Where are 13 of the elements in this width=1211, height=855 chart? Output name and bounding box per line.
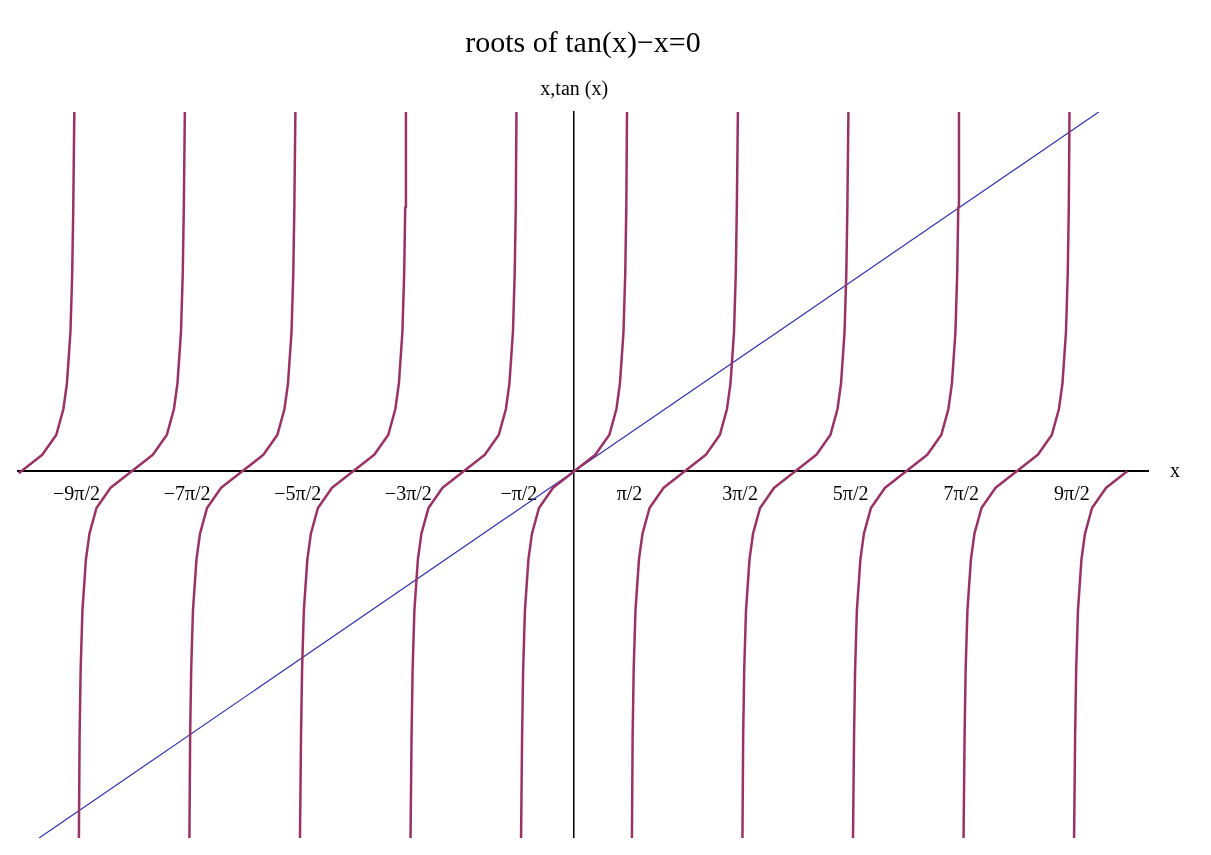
x-tick-label: 7π/2 xyxy=(943,481,980,504)
chart-title: roots of tan(x)−x=0 xyxy=(465,24,701,59)
x-tick-label: −7π/2 xyxy=(163,481,211,504)
x-tick-label: −5π/2 xyxy=(274,481,322,504)
x-tick-label: −π/2 xyxy=(500,481,538,504)
x-axis-title: x xyxy=(1170,458,1180,481)
x-tick-label: 3π/2 xyxy=(722,481,758,504)
x-tick-label: −3π/2 xyxy=(384,481,432,504)
x-tick-label: 5π/2 xyxy=(832,481,869,504)
x-tick-label: 9π/2 xyxy=(1054,481,1090,504)
x-tick-label: −9π/2 xyxy=(53,481,101,504)
x-tick-label: π/2 xyxy=(616,481,643,504)
y-axis-title: x,tan (x) xyxy=(540,77,609,101)
